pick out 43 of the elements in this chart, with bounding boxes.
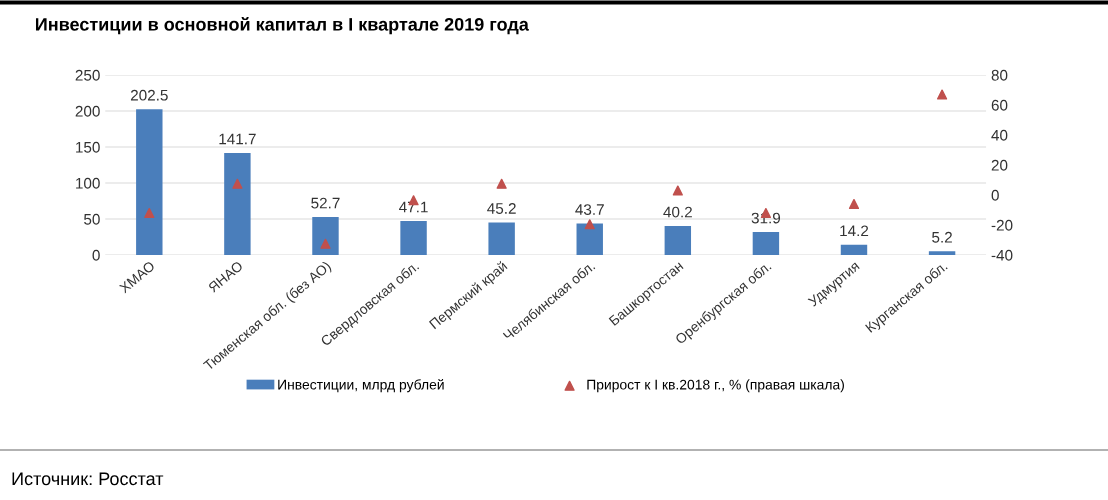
chart-title: Инвестиции в основной капитал в I квартале 2019 года xyxy=(35,17,529,35)
point xyxy=(936,89,948,100)
bar xyxy=(488,222,515,255)
text: Источник: Росстат xyxy=(12,472,164,486)
bar xyxy=(752,232,780,255)
legend-label: Инвестиции, млрд рублей xyxy=(278,379,444,393)
data-label: 202.5 xyxy=(130,89,168,101)
bar xyxy=(400,221,427,255)
point xyxy=(672,185,683,196)
bar xyxy=(840,244,868,255)
bar xyxy=(312,217,339,255)
y2-tick-label: 0 xyxy=(991,189,999,201)
y2-tick-label: 60 xyxy=(991,99,1008,111)
data-label: 43.7 xyxy=(575,204,604,215)
y2-tick-label: -20 xyxy=(991,219,1013,231)
y-tick-label: 0 xyxy=(92,249,100,261)
point xyxy=(232,178,243,189)
data-label: 14.2 xyxy=(840,225,869,237)
bar xyxy=(136,109,163,255)
data-label: 45.2 xyxy=(487,203,516,214)
point xyxy=(848,198,860,210)
y-tick-label: 50 xyxy=(84,213,100,225)
data-label: 40.2 xyxy=(663,206,692,218)
data-label: 141.7 xyxy=(219,133,256,145)
y-tick-label: 200 xyxy=(75,105,100,117)
bar xyxy=(664,226,692,255)
y2-tick-label: 80 xyxy=(991,69,1008,81)
bar xyxy=(928,251,956,255)
y2-tick-label: 40 xyxy=(991,129,1008,141)
point xyxy=(144,207,155,219)
bar xyxy=(576,223,603,255)
data-label: 52.7 xyxy=(311,197,340,209)
y-tick-label: 250 xyxy=(75,69,100,81)
y-tick-label: 100 xyxy=(76,177,100,189)
y-tick-label: 150 xyxy=(76,141,100,153)
legend-label: Прирост к I кв.2018 г., % (правая шкала) xyxy=(587,379,844,393)
y2-tick-label: 20 xyxy=(991,159,1008,171)
point xyxy=(496,178,507,189)
bar xyxy=(224,152,251,255)
point xyxy=(320,238,331,249)
y2-tick-label: -40 xyxy=(991,249,1013,261)
data-label: 5.2 xyxy=(932,231,952,243)
point xyxy=(584,219,595,230)
